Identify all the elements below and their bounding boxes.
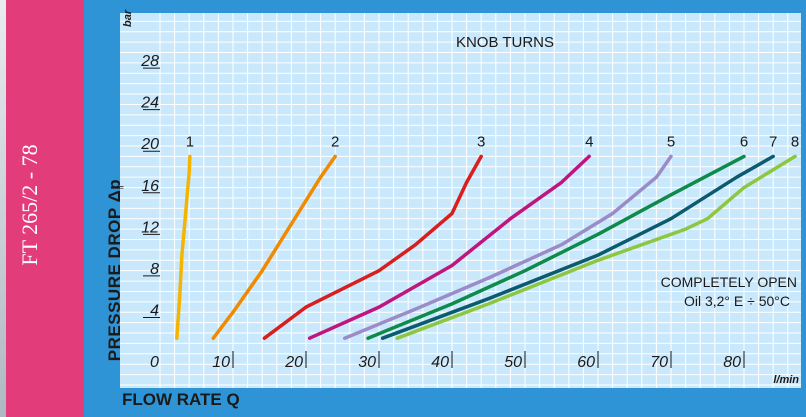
code-panel xyxy=(6,0,84,417)
y-tick-label: 20 xyxy=(140,136,159,153)
y-axis-unit: bar xyxy=(122,9,134,27)
curve-6 xyxy=(366,154,746,340)
y-tick-label: 8 xyxy=(150,261,159,278)
x-tick-label: 70 xyxy=(650,354,668,371)
curves xyxy=(175,154,797,340)
curve-label-3: 3 xyxy=(477,133,485,150)
x-tick-label: 10 xyxy=(212,354,230,371)
curve-4 xyxy=(307,154,591,340)
y-tick-label: 4 xyxy=(150,302,159,319)
x-tick-label: 20 xyxy=(284,354,303,371)
x-tick-label: 0 xyxy=(150,354,159,371)
x-tick-label: 40 xyxy=(431,354,449,371)
x-tick-label: 50 xyxy=(504,354,522,371)
x-axis-unit: l/min xyxy=(773,374,799,386)
curve-3 xyxy=(262,154,483,340)
y-tick-label: 24 xyxy=(140,95,159,112)
chart-title: KNOB TURNS xyxy=(456,34,554,51)
x-axis-title: FLOW RATE Q xyxy=(122,390,240,409)
curve-1 xyxy=(175,154,192,340)
x-tick-label: 30 xyxy=(358,354,376,371)
curve-8 xyxy=(395,154,797,340)
y-tick-label: 16 xyxy=(141,178,159,195)
x-tick-label: 60 xyxy=(577,354,595,371)
curve-label-6: 6 xyxy=(740,133,748,150)
y-tick-label: 28 xyxy=(140,53,159,70)
curve-label-8: 8 xyxy=(791,133,799,150)
curve-label-1: 1 xyxy=(186,133,194,150)
curve-5 xyxy=(342,154,673,340)
y-tick-label: 12 xyxy=(141,219,159,236)
x-tick-label: 80 xyxy=(723,354,741,371)
curve-7 xyxy=(380,154,775,340)
curve-label-4: 4 xyxy=(585,133,593,150)
curve-label-7: 7 xyxy=(769,133,777,150)
curve-label-5: 5 xyxy=(667,133,675,150)
annotation-oil-spec: Oil 3,2° E ÷ 50°C xyxy=(684,293,790,309)
annotation-completely-open: COMPLETELY OPEN xyxy=(661,274,797,290)
curve-2 xyxy=(211,154,337,340)
curve-label-2: 2 xyxy=(331,133,339,150)
